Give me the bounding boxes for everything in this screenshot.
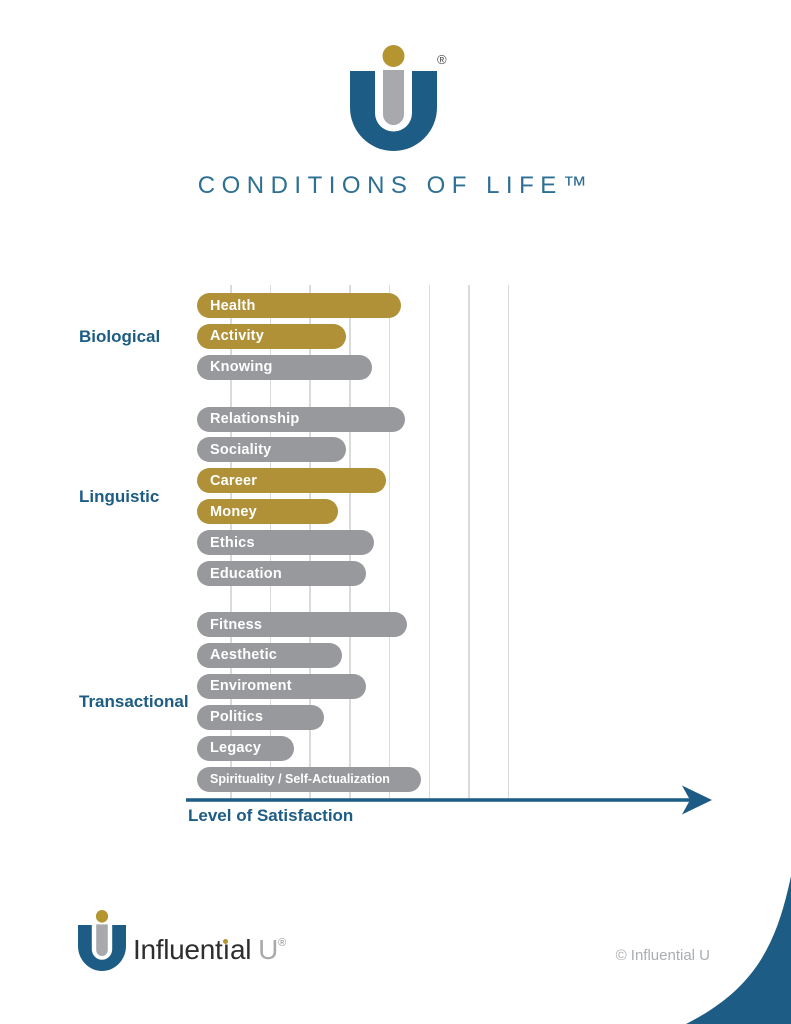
bar-label: Money bbox=[210, 503, 257, 520]
brand-logo: ® bbox=[350, 45, 447, 151]
bar-education: Education bbox=[197, 561, 366, 586]
bar-label: Legacy bbox=[210, 740, 262, 757]
bar-spirituality-self-actualization: Spirituality / Self-Actualization bbox=[197, 766, 421, 792]
footer-wordmark: Influentı al U® bbox=[133, 933, 286, 973]
bar-label: Fitness bbox=[210, 616, 263, 633]
registered-mark: ® bbox=[437, 52, 447, 67]
wordmark-influential-part2: al bbox=[229, 934, 252, 965]
bar-politics: Politics bbox=[197, 704, 324, 730]
wordmark-i: ı bbox=[222, 933, 230, 967]
bar-legacy: Legacy bbox=[197, 735, 294, 761]
bar-label: Knowing bbox=[210, 359, 273, 376]
bar-label: Education bbox=[210, 565, 282, 582]
wordmark-dotless-i: ı bbox=[222, 934, 230, 965]
x-axis-label: Level of Satisfaction bbox=[188, 806, 354, 825]
footer-logo bbox=[78, 910, 126, 971]
bar-knowing: Knowing bbox=[197, 354, 372, 380]
bar-label: Activity bbox=[210, 328, 264, 345]
bar-fitness: Fitness bbox=[197, 612, 407, 637]
gridline bbox=[507, 285, 510, 800]
gridline bbox=[428, 285, 430, 800]
bar-label: Sociality bbox=[210, 441, 272, 458]
bar-aesthetic: Aesthetic bbox=[197, 642, 342, 668]
bar-label: Aesthetic bbox=[210, 647, 278, 664]
bar-ethics: Ethics bbox=[197, 530, 374, 556]
bar-sociality: Sociality bbox=[197, 437, 346, 463]
bar-career: Career bbox=[197, 468, 386, 494]
bar-label: Enviroment bbox=[210, 678, 292, 695]
bar-health: Health bbox=[197, 293, 401, 318]
bar-relationship: Relationship bbox=[197, 406, 405, 432]
bar-label: Spirituality / Self-Actualization bbox=[210, 772, 390, 786]
bar-label: Health bbox=[210, 297, 256, 314]
group-label-biological: Biological bbox=[79, 326, 161, 346]
bar-enviroment: Enviroment bbox=[197, 673, 366, 699]
gridline bbox=[388, 285, 391, 800]
bar-label: Politics bbox=[210, 709, 264, 726]
group-label-transactional: Transactional bbox=[79, 692, 189, 711]
bar-money: Money bbox=[197, 499, 338, 525]
bar-activity: Activity bbox=[197, 323, 346, 349]
bar-label: Career bbox=[210, 472, 258, 489]
axis-arrow-icon bbox=[682, 785, 712, 815]
copyright-text: © Influential U bbox=[615, 947, 710, 964]
wordmark-i-gold-dot bbox=[223, 939, 229, 944]
bar-label: Ethics bbox=[210, 534, 255, 551]
gridline bbox=[468, 285, 470, 800]
group-label-linguistic: Linguistic bbox=[79, 486, 160, 506]
influential-u-logo-icon bbox=[78, 910, 126, 971]
wordmark-u: U bbox=[258, 934, 279, 965]
page-title: CONDITIONS OF LIFE™ bbox=[197, 172, 594, 199]
wordmark-influential-part1: Influent bbox=[133, 934, 223, 965]
bar-label: Relationship bbox=[210, 411, 300, 427]
registered-mark: ® bbox=[278, 937, 287, 949]
